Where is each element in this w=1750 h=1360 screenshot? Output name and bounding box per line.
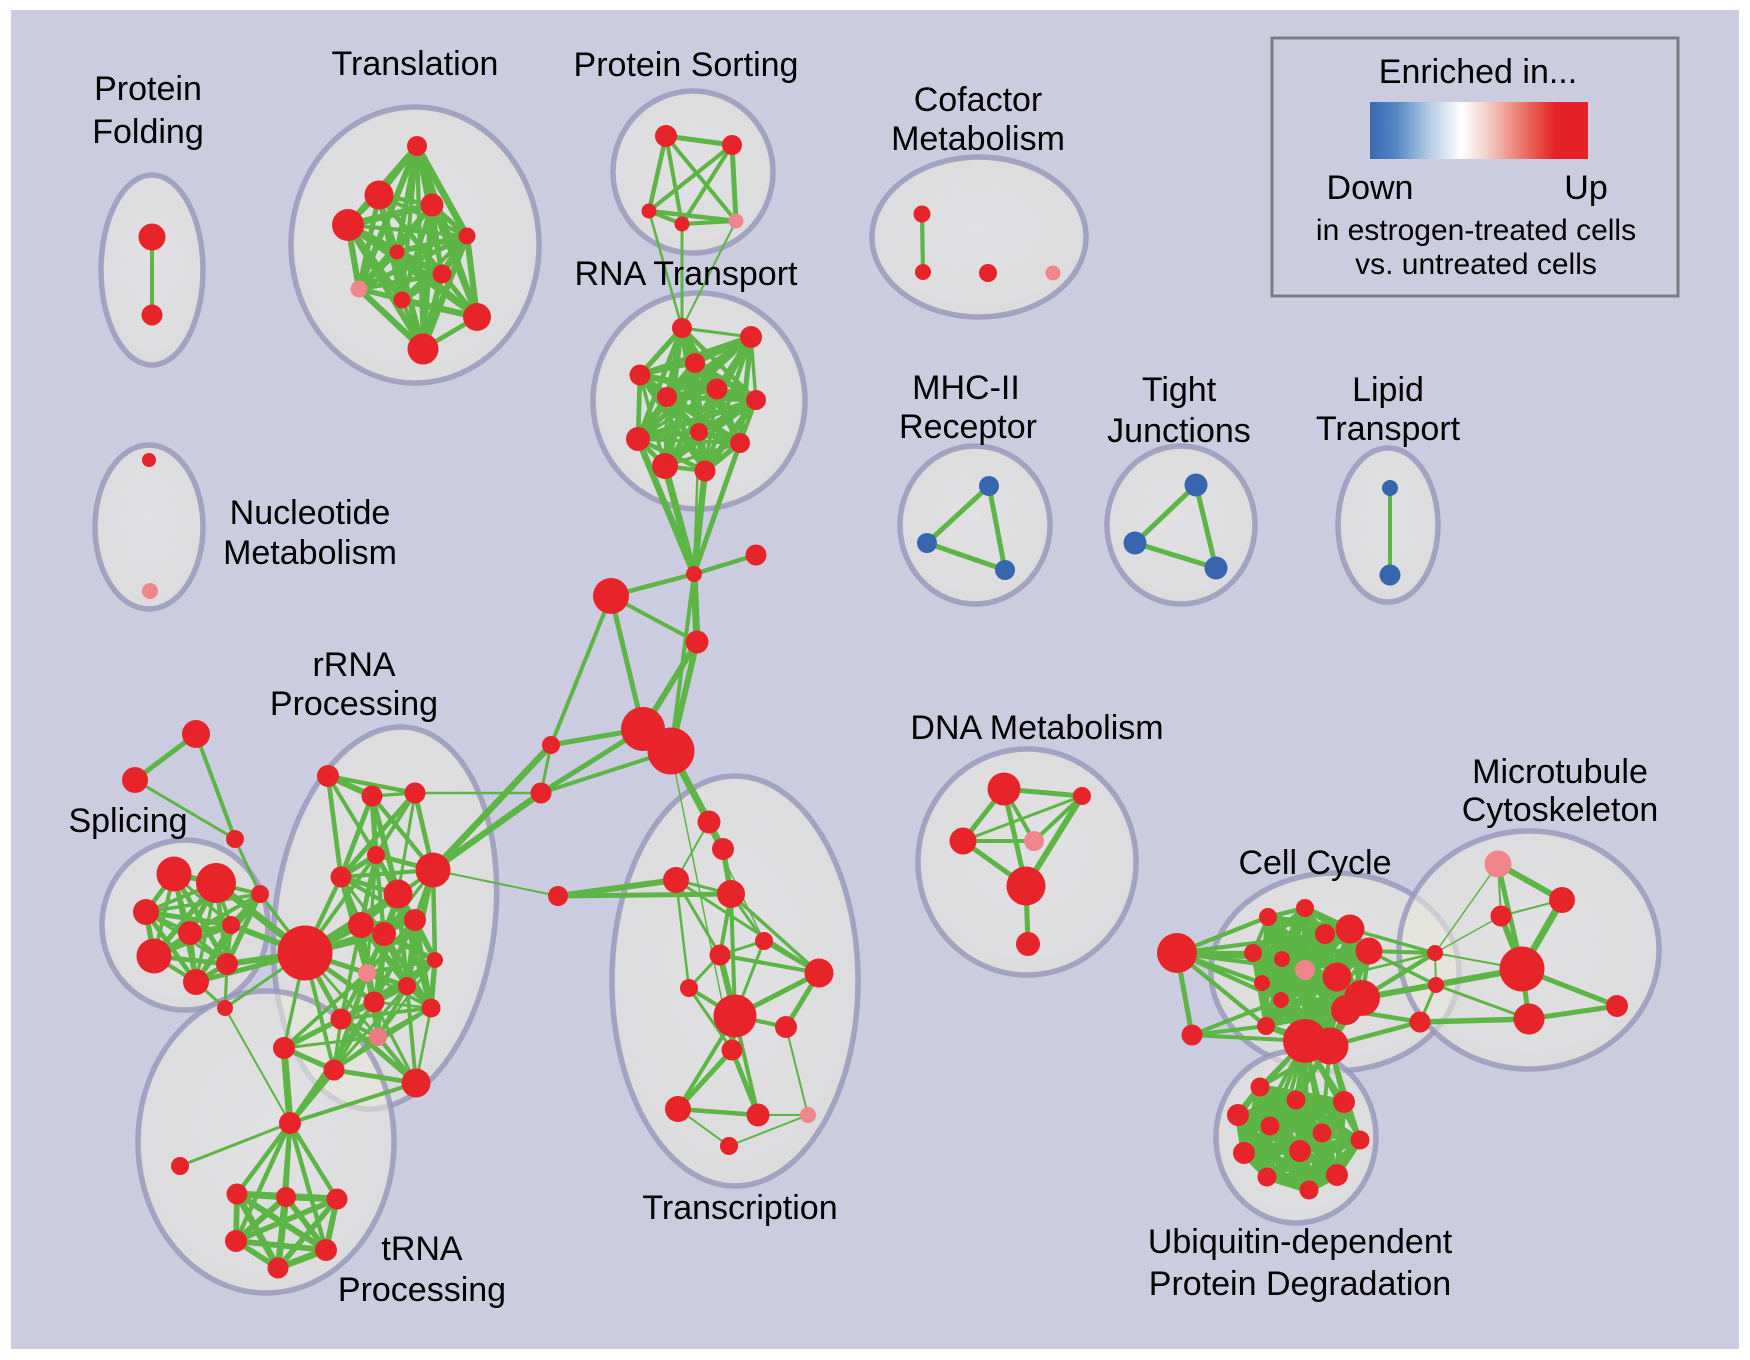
svg-text:Microtubule: Microtubule [1472, 753, 1648, 791]
svg-text:Protein: Protein [94, 70, 202, 108]
svg-text:Enriched in...: Enriched in... [1379, 53, 1577, 91]
svg-text:Nucleotide: Nucleotide [230, 494, 391, 532]
svg-text:RNA Transport: RNA Transport [575, 255, 799, 293]
svg-text:Processing: Processing [270, 685, 438, 723]
svg-text:Folding: Folding [92, 113, 204, 151]
svg-text:Protein Sorting: Protein Sorting [574, 46, 799, 84]
svg-text:tRNA: tRNA [381, 1230, 463, 1268]
svg-text:Up: Up [1564, 169, 1607, 207]
svg-text:Receptor: Receptor [899, 408, 1037, 446]
svg-text:Tight: Tight [1142, 371, 1217, 409]
svg-text:Junctions: Junctions [1107, 412, 1251, 450]
svg-text:Down: Down [1327, 169, 1414, 207]
svg-text:Ubiquitin-dependent: Ubiquitin-dependent [1148, 1223, 1453, 1261]
svg-text:Protein Degradation: Protein Degradation [1149, 1265, 1451, 1303]
svg-text:MHC-II: MHC-II [912, 369, 1020, 407]
svg-text:Processing: Processing [338, 1271, 506, 1309]
svg-text:Cell Cycle: Cell Cycle [1238, 844, 1391, 882]
svg-text:Splicing: Splicing [68, 802, 187, 840]
svg-text:Lipid: Lipid [1352, 371, 1424, 409]
svg-text:Cytoskeleton: Cytoskeleton [1462, 791, 1659, 829]
svg-text:Translation: Translation [332, 45, 499, 83]
svg-text:Transcription: Transcription [642, 1189, 837, 1227]
svg-text:Metabolism: Metabolism [891, 120, 1065, 158]
svg-text:DNA Metabolism: DNA Metabolism [910, 709, 1163, 747]
svg-text:in estrogen-treated cells: in estrogen-treated cells [1316, 214, 1636, 247]
svg-text:Cofactor: Cofactor [914, 81, 1043, 119]
svg-text:Metabolism: Metabolism [223, 534, 397, 572]
svg-text:Transport: Transport [1316, 410, 1461, 448]
svg-text:rRNA: rRNA [312, 646, 395, 684]
svg-text:vs. untreated cells: vs. untreated cells [1355, 248, 1597, 281]
